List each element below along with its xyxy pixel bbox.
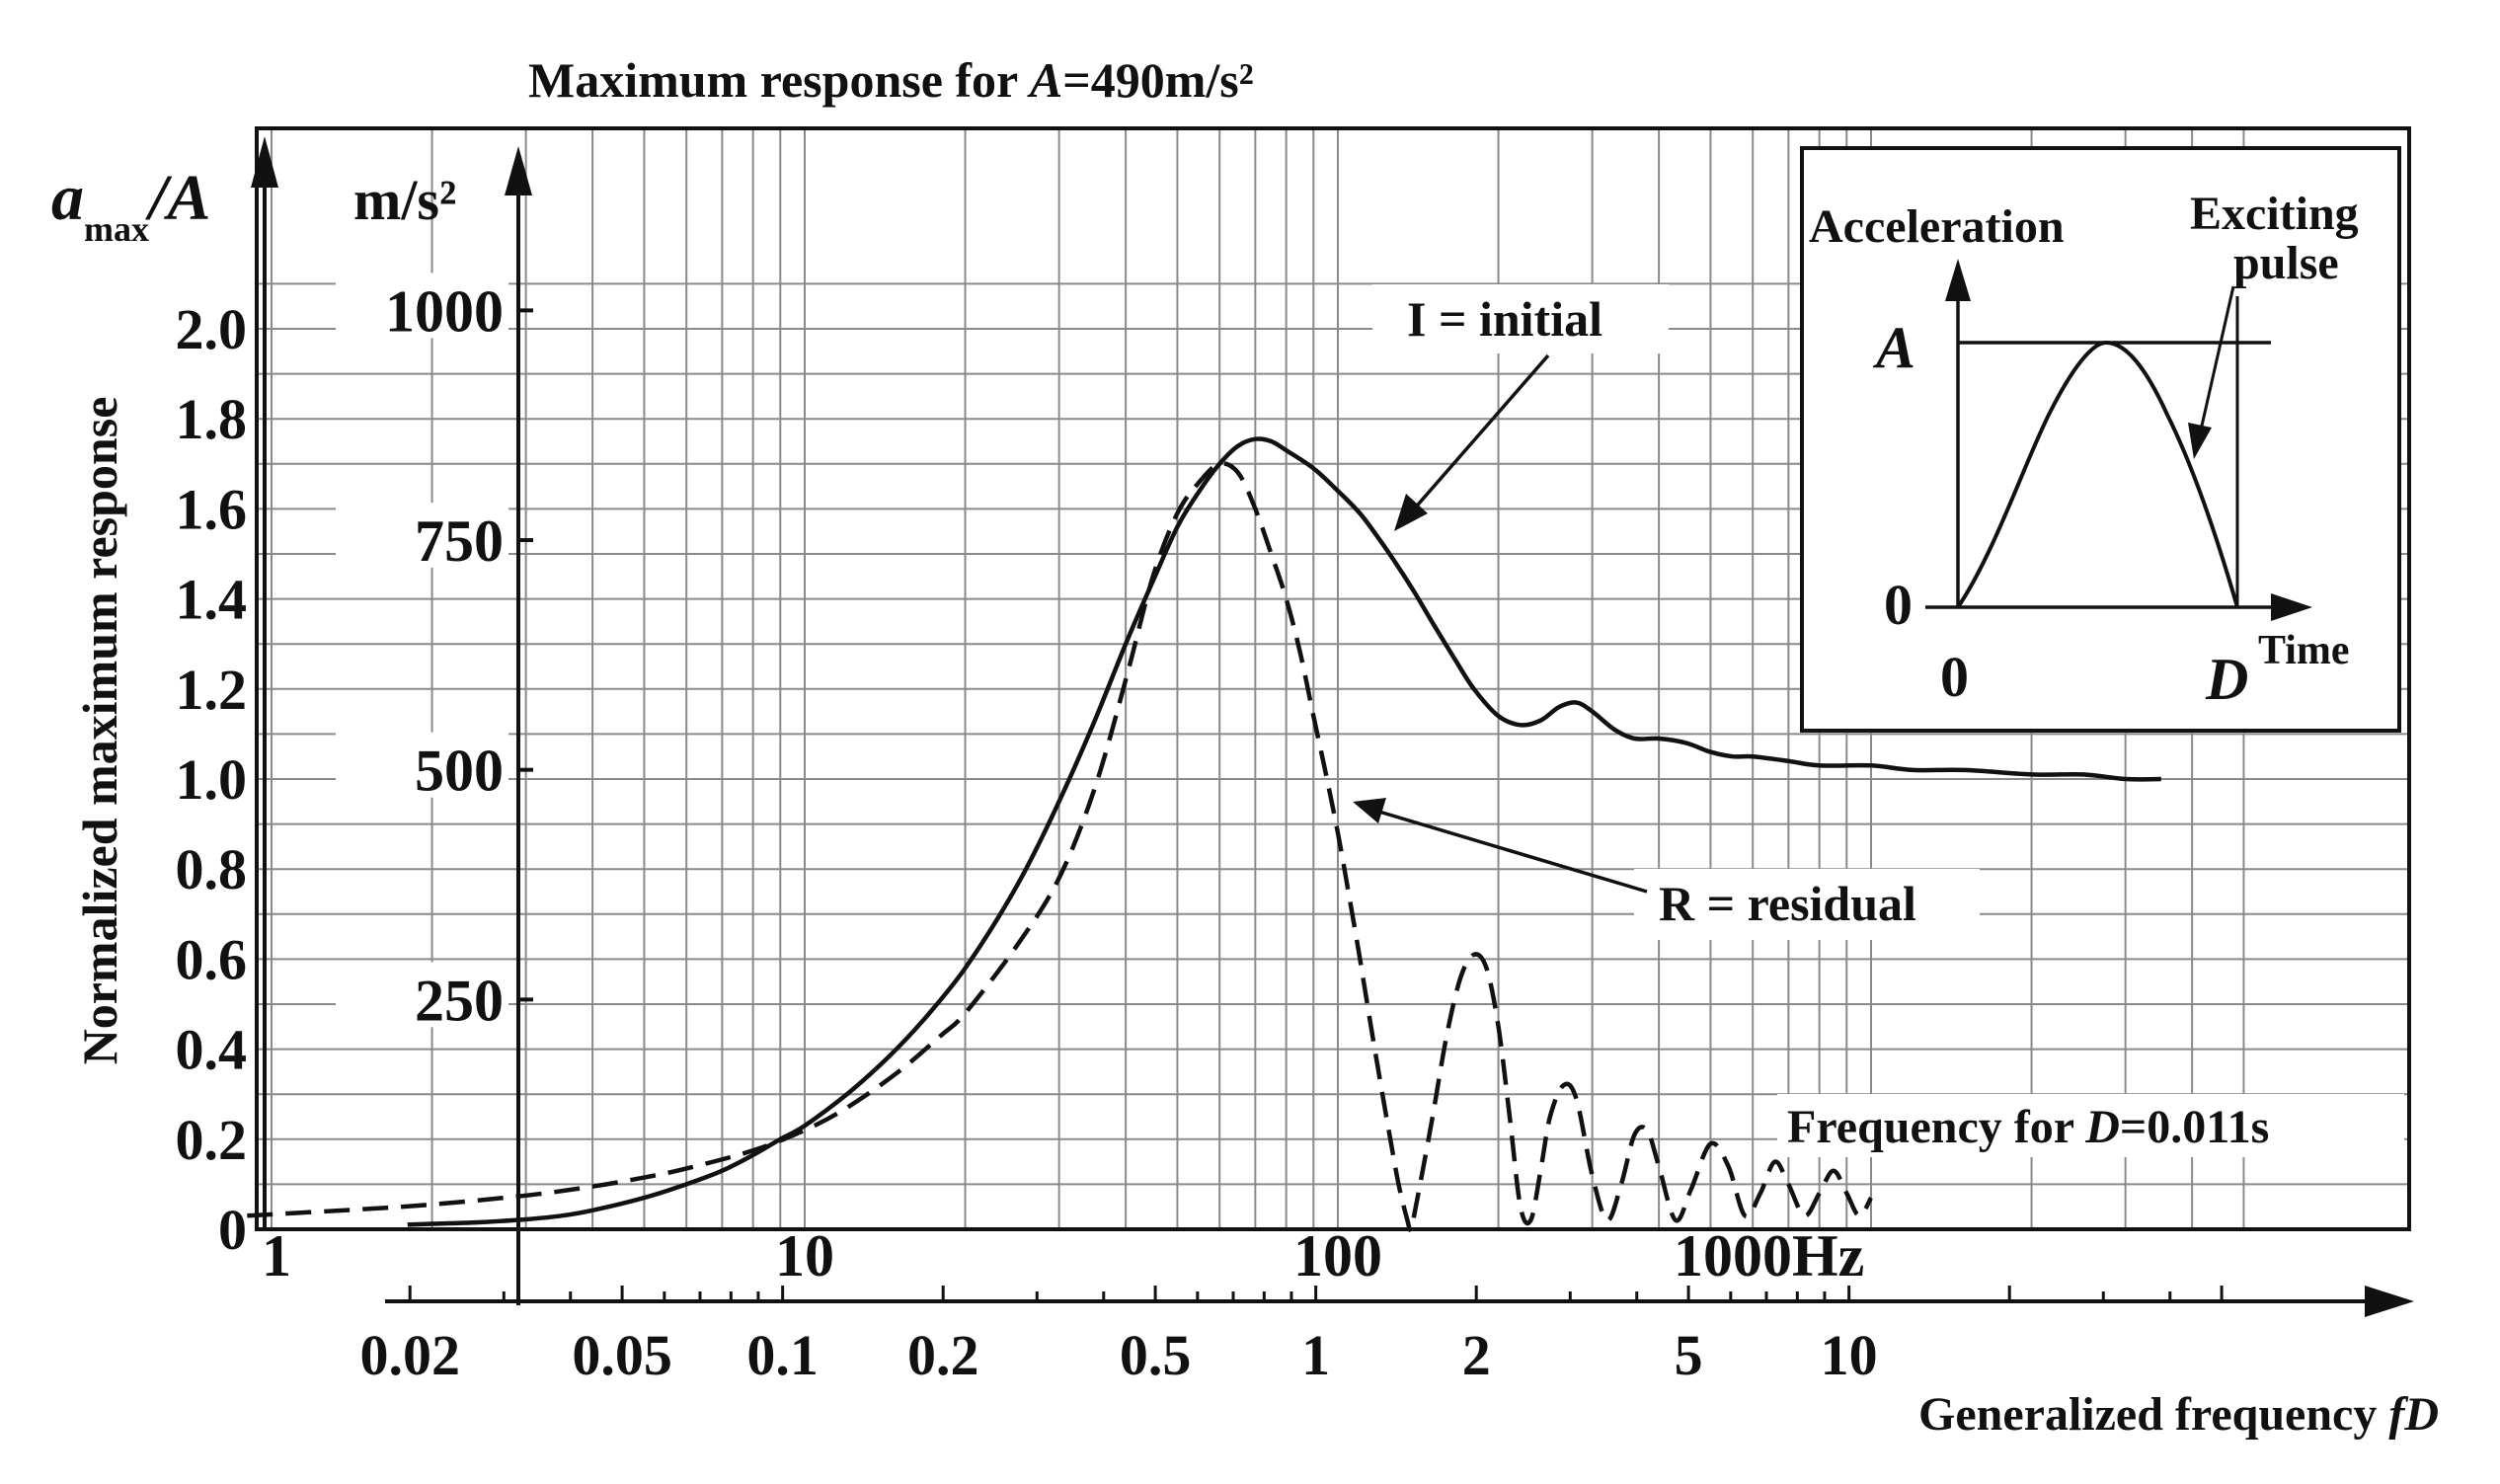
ms2-tick-label: 750 <box>415 508 504 574</box>
y-tick-label: 2.0 <box>176 297 248 361</box>
chart-title: Maximum response for A=490m/s² <box>528 52 1254 108</box>
fd-tick-label: 0.2 <box>907 1323 979 1387</box>
y-tick-label: 0 <box>218 1198 247 1262</box>
inset-pulse-arrow-shaft <box>2198 285 2235 435</box>
y-tick-label: 1.0 <box>176 747 248 812</box>
fd-axis-title: Generalized frequency fD <box>1918 1388 2439 1441</box>
x-tick-label: 1 <box>262 1223 291 1289</box>
inset-amp-label: A <box>1872 315 1915 380</box>
residual-label: R = residual <box>1659 876 1916 931</box>
fd-tick-label: 0.5 <box>1120 1323 1192 1387</box>
y-axis-ms2-arrowhead <box>505 146 532 195</box>
y-tick-label: 0.2 <box>176 1108 248 1172</box>
inset-pulse-label-1: Exciting <box>2190 188 2359 240</box>
y-tick-label: 1.2 <box>176 658 248 722</box>
y-tick-label: 0.4 <box>176 1018 248 1082</box>
ms2-tick-label: 1000 <box>385 278 504 344</box>
inset-y-zero: 0 <box>1884 573 1913 637</box>
y-tick-label: 1.8 <box>176 387 248 451</box>
fd-tick-label: 5 <box>1675 1323 1703 1387</box>
ms2-tick-bg <box>336 273 508 339</box>
fd-axis-arrowhead <box>2365 1286 2414 1317</box>
inset-pulse-diagram: Acceleration Exciting pulse A 0 0 D Time <box>1800 146 2401 733</box>
plot-frame <box>255 126 2411 1231</box>
inset-x-arrowhead <box>2271 593 2312 621</box>
inset-y-arrowhead <box>1945 259 1971 301</box>
ms2-tick-label: 500 <box>415 739 504 804</box>
x-tick-label: 10 <box>775 1223 834 1289</box>
inset-ylabel: Acceleration <box>1809 200 2065 253</box>
inset-xlabel: Time <box>2258 628 2350 673</box>
frequency-note-bg <box>1777 1094 2404 1157</box>
inset-half-sine-pulse <box>1956 340 2239 609</box>
y-axis-ms2-label: m/s² <box>353 168 456 232</box>
x-tick-label: 1000Hz <box>1674 1223 1864 1289</box>
y-tick-label: 0.6 <box>176 927 248 991</box>
fd-tick-label: 1 <box>1301 1323 1330 1387</box>
residual-label-bg <box>1634 869 1980 940</box>
y-axis-left-arrowhead <box>251 136 278 188</box>
y-tick-label: 1.6 <box>176 477 248 541</box>
series-residual-line <box>247 461 1873 1232</box>
fd-tick-label: 0.1 <box>746 1323 819 1387</box>
y-axis-title: Normalized maximum response <box>72 397 127 1065</box>
ms2-tick-label: 250 <box>415 968 504 1033</box>
inset-frame <box>1800 146 2401 733</box>
ms2-tick-bg <box>336 503 508 569</box>
fd-tick-label: 2 <box>1462 1323 1491 1387</box>
inset-pulse-label-2: pulse <box>2233 237 2339 289</box>
initial-arrow-shaft <box>1410 353 1550 513</box>
x-tick-label: 100 <box>1293 1223 1382 1289</box>
initial-arrowhead <box>1394 494 1428 531</box>
fd-tick-label: 0.02 <box>359 1323 460 1387</box>
y-tick-label: 1.4 <box>176 568 248 632</box>
initial-label-bg <box>1372 284 1669 353</box>
x-tick-labels: 1 10 100 1000Hz <box>262 1223 1864 1289</box>
y-tick-label: 0.8 <box>176 837 248 901</box>
inset-x-zero: 0 <box>1940 645 1969 709</box>
fd-axis-ticks: 0.02 0.05 0.1 0.2 0.5 1 2 5 10 <box>359 1286 2224 1387</box>
fd-tick-label: 0.05 <box>572 1323 672 1387</box>
y-axis-left-label: amax/A <box>51 162 210 249</box>
ms2-tick-bg <box>336 962 508 1028</box>
y-tick-labels: 0 0.2 0.4 0.6 0.8 1.0 1.2 1.4 1.6 1.8 2.0 <box>176 297 248 1262</box>
frequency-note: Frequency for D=0.011s <box>1787 1101 2269 1153</box>
residual-arrow-shaft <box>1371 808 1648 894</box>
inset-pulse-arrowhead <box>2188 423 2212 459</box>
ms2-tick-bg <box>336 732 508 798</box>
residual-arrowhead <box>1353 798 1386 823</box>
fd-tick-label: 10 <box>1821 1323 1878 1387</box>
initial-label: I = initial <box>1407 291 1602 347</box>
inset-duration-label: D <box>2205 647 2248 712</box>
ms2-tick-labels: 250 500 750 1000 <box>336 273 533 1033</box>
